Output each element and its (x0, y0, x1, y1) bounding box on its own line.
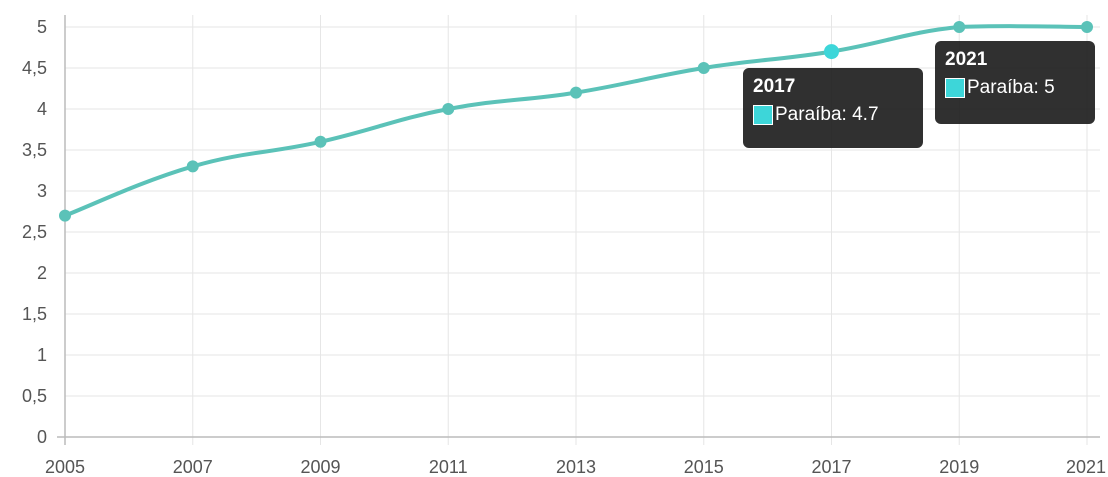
x-tick-labels: 2005 2007 2009 2011 2013 2015 2017 2019 2021 (45, 457, 1106, 477)
tooltip-row: Paraíba: 5 (945, 77, 1085, 99)
data-point (953, 21, 966, 33)
legend-swatch (945, 78, 965, 98)
y-tick-label: 1,5 (22, 304, 47, 324)
data-point (1081, 21, 1093, 33)
y-tick-label: 0,5 (22, 386, 47, 406)
data-point (59, 209, 71, 222)
data-point (697, 62, 710, 74)
y-tick-label: 4,5 (22, 58, 47, 78)
y-tick-label: 4 (37, 99, 47, 119)
tooltip-row: Paraíba: 4.7 (753, 104, 913, 126)
y-tick-labels: 0 0,5 1 1,5 2 2,5 3 3,5 4 4,5 5 (22, 17, 47, 447)
x-tick-label: 2007 (173, 457, 213, 477)
gridlines (65, 15, 1100, 445)
tooltip-title: 2021 (945, 49, 988, 70)
data-point (570, 86, 582, 99)
y-tick-label: 1 (37, 345, 47, 365)
data-point (314, 135, 327, 148)
x-tick-label: 2019 (939, 457, 979, 477)
tooltip-title: 2017 (753, 76, 796, 97)
tooltip-2021: 2021 Paraíba: 5 (935, 41, 1095, 124)
series-paraiba (59, 21, 1093, 222)
x-tick-label: 2015 (684, 457, 724, 477)
y-tick-label: 3 (37, 181, 47, 201)
tooltip-2017: 2017 Paraíba: 4.7 (743, 68, 923, 148)
tooltip-value: Paraíba: 4.7 (775, 104, 879, 125)
axes (57, 15, 1100, 445)
y-tick-label: 3,5 (22, 140, 47, 160)
x-tick-label: 2021 (1066, 457, 1106, 477)
x-tick-label: 2013 (556, 457, 596, 477)
x-tick-label: 2017 (811, 457, 851, 477)
x-tick-label: 2009 (300, 457, 340, 477)
y-tick-label: 0 (37, 427, 47, 447)
tooltip-value: Paraíba: 5 (967, 77, 1055, 98)
x-tick-label: 2005 (45, 457, 85, 477)
y-tick-label: 5 (37, 17, 47, 37)
y-tick-label: 2,5 (22, 222, 47, 242)
data-point (442, 103, 455, 115)
legend-swatch (753, 105, 773, 125)
data-point (824, 44, 839, 60)
y-tick-label: 2 (37, 263, 47, 283)
data-point (186, 160, 199, 173)
x-tick-label: 2011 (429, 457, 468, 477)
